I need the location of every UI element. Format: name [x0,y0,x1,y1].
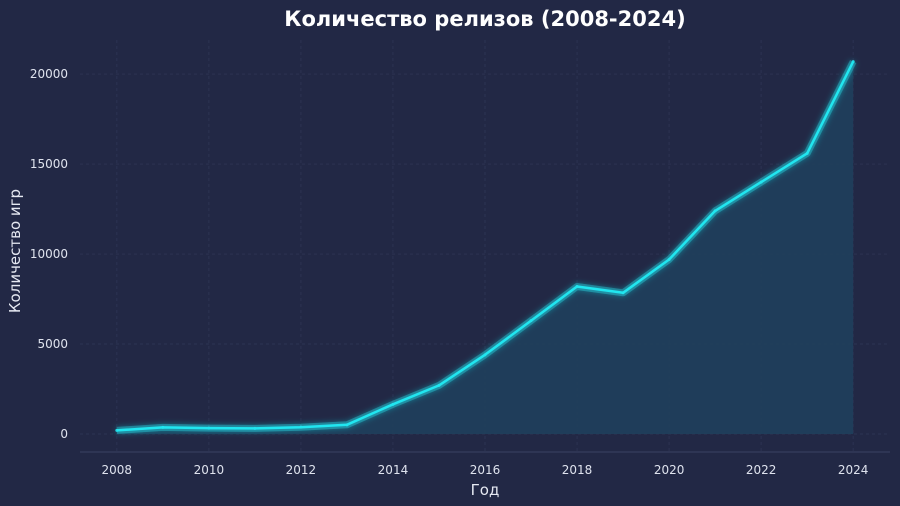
chart-title: Количество релизов (2008-2024) [284,7,685,31]
y-tick-label: 20000 [30,67,68,81]
x-tick-label: 2018 [562,463,593,477]
data-point-2020 [667,257,671,261]
y-axis-ticks: 0 5000 10000 15000 20000 [30,67,68,441]
data-point-2017 [529,319,533,323]
y-tick-label: 15000 [30,157,68,171]
grid [80,40,890,452]
data-points [115,60,855,432]
data-point-2016 [483,353,487,357]
data-point-2022 [759,180,763,184]
x-axis-ticks: 2008 2010 2012 2014 2016 2018 2020 2022 2024 [102,463,869,477]
data-point-2024 [851,60,855,64]
x-axis-title: Год [471,481,500,499]
data-point-2013 [345,423,349,427]
data-point-2021 [713,209,717,213]
data-point-2014 [391,402,395,406]
x-tick-label: 2008 [102,463,133,477]
x-tick-label: 2010 [194,463,225,477]
x-tick-label: 2020 [654,463,685,477]
data-point-2008 [115,428,119,432]
y-tick-label: 10000 [30,247,68,261]
data-point-2015 [437,383,441,387]
data-point-2009 [161,425,165,429]
data-point-2019 [621,291,625,295]
data-point-2023 [805,151,809,155]
data-point-2011 [253,426,257,430]
area-fill [116,61,854,434]
data-point-2010 [207,426,211,430]
x-tick-label: 2022 [746,463,777,477]
y-tick-label: 5000 [37,337,68,351]
y-axis-title: Количество игр [6,189,24,313]
x-tick-label: 2012 [286,463,317,477]
data-point-2012 [299,425,303,429]
y-tick-label: 0 [60,427,68,441]
x-tick-label: 2024 [838,463,869,477]
x-tick-label: 2016 [470,463,501,477]
data-point-2018 [575,284,579,288]
x-tick-label: 2014 [378,463,409,477]
